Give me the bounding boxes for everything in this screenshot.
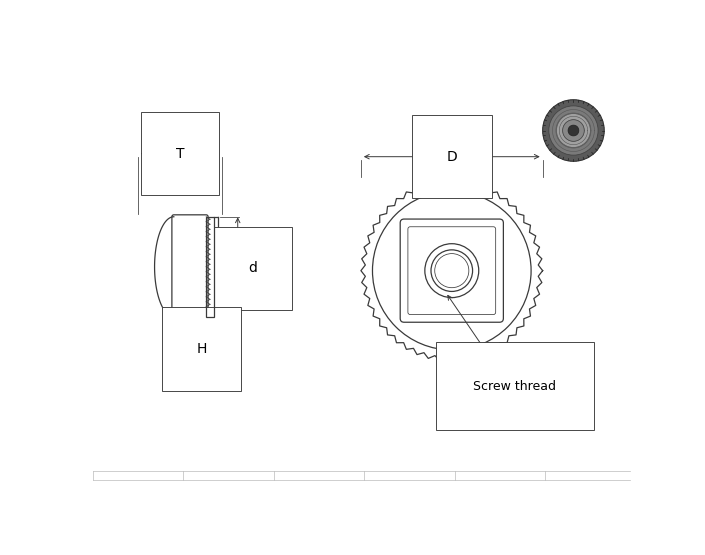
- Text: d: d: [249, 261, 257, 275]
- Text: Screw thread: Screw thread: [474, 380, 556, 392]
- Bar: [206, 217, 214, 317]
- Circle shape: [563, 120, 584, 142]
- Circle shape: [543, 100, 604, 162]
- Text: H: H: [197, 342, 207, 356]
- FancyBboxPatch shape: [408, 227, 496, 315]
- FancyBboxPatch shape: [400, 219, 503, 322]
- FancyBboxPatch shape: [172, 215, 208, 319]
- Circle shape: [548, 106, 598, 155]
- Circle shape: [556, 114, 590, 148]
- Text: D: D: [446, 150, 457, 164]
- Circle shape: [568, 125, 579, 136]
- Text: T: T: [176, 147, 184, 160]
